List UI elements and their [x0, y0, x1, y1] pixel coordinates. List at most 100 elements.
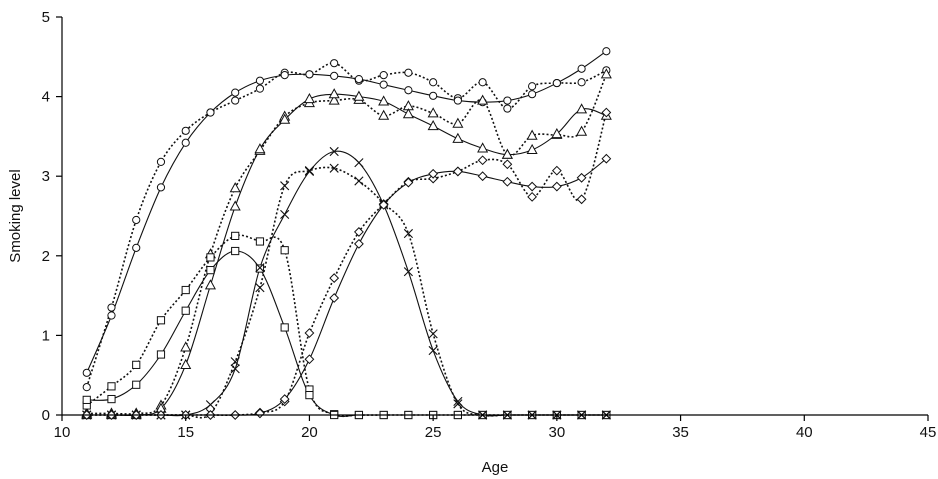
series-points-square-dotted — [82, 231, 611, 420]
circle-marker — [305, 70, 314, 79]
circle-marker — [453, 96, 462, 105]
x-marker — [453, 399, 463, 409]
triangle-marker — [402, 108, 414, 119]
x-marker — [403, 228, 413, 239]
circle-marker — [379, 71, 388, 80]
circle-marker — [330, 71, 339, 81]
triangle-marker — [452, 117, 464, 128]
circle-marker — [330, 59, 339, 68]
x-tick-label: 45 — [920, 424, 937, 441]
triangle-marker — [229, 182, 241, 193]
square-marker — [206, 266, 215, 275]
triangle-marker — [477, 94, 489, 105]
triangle-marker — [526, 143, 538, 155]
x-marker — [453, 396, 463, 407]
circle-marker — [280, 71, 289, 80]
diamond-marker — [279, 394, 290, 404]
diamond-marker — [527, 181, 538, 192]
diamond-marker — [601, 153, 612, 164]
circle-marker — [478, 78, 487, 87]
y-tick-label: 1 — [42, 327, 50, 344]
y-tick-label: 2 — [42, 248, 50, 265]
circle-marker — [404, 86, 413, 95]
circle-marker — [577, 64, 586, 73]
circle-marker — [255, 84, 265, 93]
square-marker — [181, 306, 190, 315]
triangle-marker — [180, 341, 192, 352]
triangle-marker — [378, 95, 390, 106]
diamond-marker — [403, 177, 414, 188]
series-line-triangle-dotted — [86, 73, 608, 415]
x-marker — [304, 166, 315, 177]
circle-marker — [404, 68, 413, 77]
series-points-triangle-solid — [81, 88, 612, 420]
circle-marker — [107, 311, 116, 320]
square-marker — [280, 323, 289, 332]
series-points-diamond-dotted — [81, 107, 612, 420]
circle-marker — [82, 368, 91, 377]
diamond-marker — [329, 293, 340, 303]
circle-marker — [181, 138, 190, 147]
square-marker — [206, 253, 215, 262]
triangle-marker — [279, 113, 291, 124]
x-marker — [230, 357, 240, 367]
circle-marker — [552, 78, 561, 88]
triangle-marker — [328, 88, 340, 99]
triangle-marker — [600, 68, 612, 79]
circle-marker — [528, 82, 537, 91]
circle-marker — [231, 96, 240, 105]
circle-marker — [132, 243, 141, 252]
square-marker — [132, 360, 141, 369]
diamond-marker — [551, 181, 562, 192]
x-tick-label: 30 — [549, 424, 566, 441]
triangle-marker — [229, 200, 241, 211]
x-marker — [428, 329, 438, 339]
x-tick-label: 20 — [301, 424, 318, 441]
circle-marker — [255, 76, 265, 85]
triangle-marker — [378, 109, 390, 120]
square-marker — [107, 382, 116, 391]
series-line-circle-solid — [86, 50, 607, 374]
x-marker — [230, 364, 240, 374]
circle-marker — [181, 126, 190, 135]
square-marker — [156, 350, 166, 359]
square-marker — [132, 380, 141, 389]
series-line-square-solid — [86, 250, 607, 418]
diamond-marker — [354, 227, 364, 237]
triangle-marker — [477, 142, 489, 153]
diamond-marker — [477, 171, 488, 182]
diamond-marker — [502, 176, 513, 187]
circle-marker — [132, 215, 141, 225]
square-marker — [181, 285, 190, 295]
circle-marker — [577, 78, 586, 87]
x-marker — [255, 263, 265, 273]
series-markers — [81, 47, 612, 420]
circle-marker — [354, 74, 364, 84]
diamond-marker — [601, 107, 612, 118]
series-points-circle-solid — [82, 47, 611, 377]
circle-marker — [107, 303, 116, 312]
triangle-marker — [452, 132, 464, 143]
diamond-marker — [527, 191, 538, 202]
circle-marker — [82, 383, 91, 392]
square-marker — [82, 395, 91, 404]
diamond-marker — [551, 165, 562, 176]
triangle-marker — [576, 103, 588, 114]
x-axis-ticks: 10 15 20 25 30 35 40 45 — [54, 415, 937, 441]
triangle-marker — [353, 90, 365, 101]
diamond-marker — [477, 155, 488, 166]
triangle-marker — [576, 125, 588, 136]
y-axis-title: Smoking level — [7, 169, 24, 262]
square-marker — [231, 231, 240, 241]
x-tick-label: 35 — [672, 424, 689, 441]
square-marker — [107, 394, 116, 404]
x-marker — [329, 146, 339, 157]
y-axis-ticks: 0 1 2 3 4 5 — [42, 9, 62, 424]
triangle-marker — [204, 279, 217, 290]
circle-marker — [528, 90, 537, 99]
y-tick-label: 0 — [42, 407, 50, 424]
x-tick-label: 25 — [425, 424, 442, 441]
triangle-marker — [180, 358, 192, 369]
